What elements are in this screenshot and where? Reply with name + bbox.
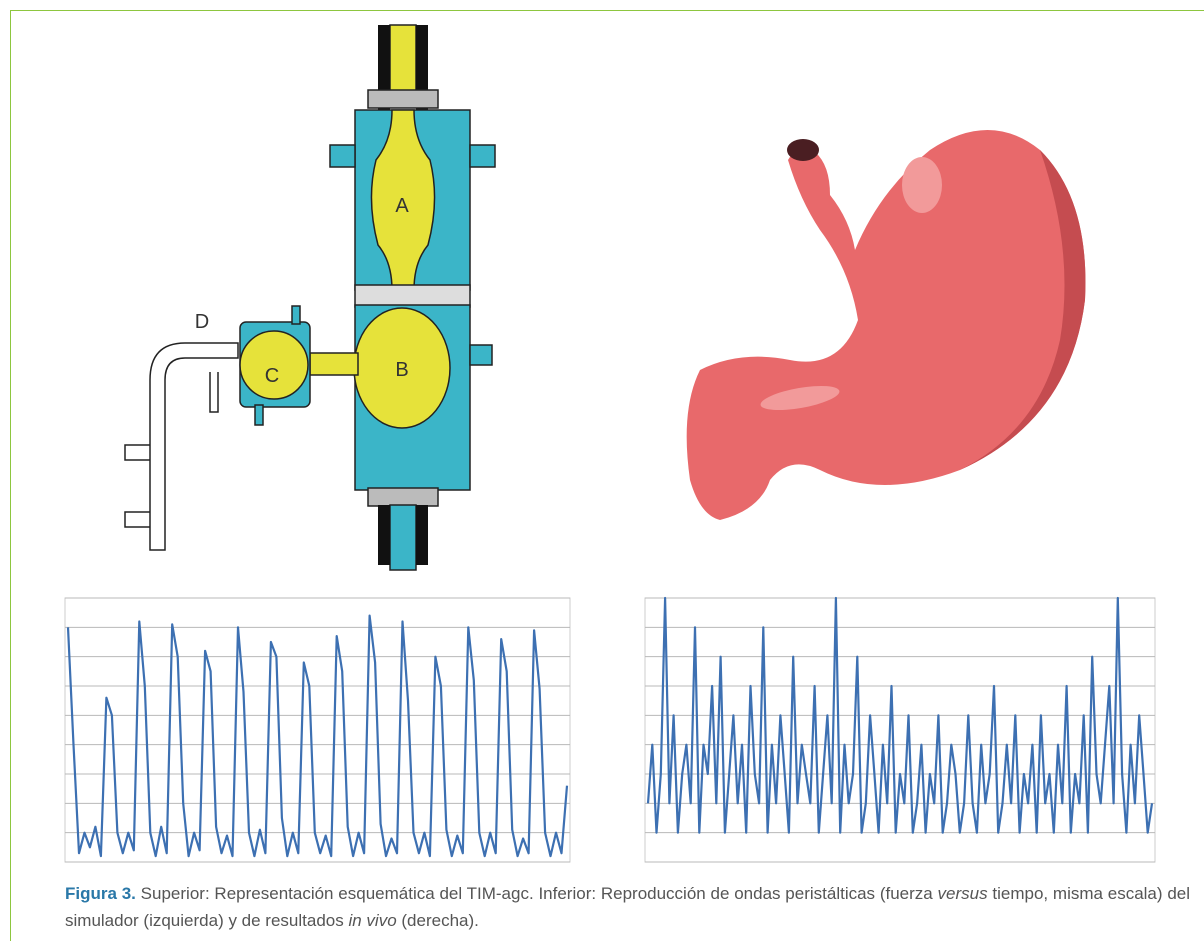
label-b: B bbox=[395, 359, 408, 381]
caption-label: Figura 3. bbox=[65, 884, 136, 903]
stomach bbox=[687, 130, 1086, 520]
label-a: A bbox=[395, 195, 409, 217]
caption-text: (derecha). bbox=[397, 911, 479, 930]
figure: A B C D bbox=[0, 0, 1204, 875]
caption-italic: versus bbox=[938, 884, 988, 903]
caption: Figura 3. Superior: Representación esque… bbox=[65, 880, 1190, 934]
caption-text: Superior: Representación esquemática del… bbox=[136, 884, 938, 903]
schematic bbox=[125, 25, 495, 570]
label-c: C bbox=[265, 365, 279, 387]
label-d: D bbox=[195, 311, 209, 333]
caption-italic: in vivo bbox=[348, 911, 396, 930]
page: A B C D Figura 3. Superior: Representaci… bbox=[0, 0, 1204, 945]
